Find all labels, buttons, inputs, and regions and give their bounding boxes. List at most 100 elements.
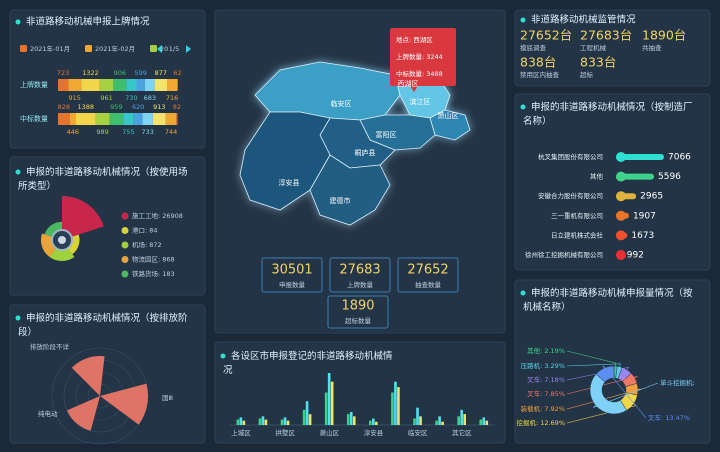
x-tick-label: 拱墅区 bbox=[275, 428, 295, 437]
page-next[interactable] bbox=[186, 45, 191, 53]
bar-segment bbox=[58, 113, 70, 125]
segment-label: 906 bbox=[114, 69, 126, 77]
panel-title: 非道路移动机械申报上牌情况 bbox=[26, 16, 150, 28]
page-prev[interactable] bbox=[157, 45, 162, 53]
title-dot bbox=[15, 19, 21, 25]
bar bbox=[375, 421, 378, 425]
polar-wedge bbox=[71, 355, 105, 396]
bar bbox=[460, 409, 463, 425]
polar-wedge bbox=[100, 383, 148, 425]
bar-segment bbox=[99, 79, 114, 91]
district-label: 淳安县 bbox=[279, 178, 300, 187]
segment-label: 959 bbox=[110, 103, 122, 111]
slice-label: 装载机: 7.92% bbox=[521, 404, 565, 413]
bar-segment bbox=[68, 79, 82, 91]
slice-label: 叉车: 7.85% bbox=[527, 389, 565, 398]
legend-label: 港口: 84 bbox=[132, 226, 158, 235]
bar-segment bbox=[152, 113, 166, 125]
bar-cap bbox=[616, 230, 626, 241]
bar-segment bbox=[144, 79, 155, 91]
bar-cap bbox=[616, 250, 626, 260]
bar bbox=[482, 417, 486, 425]
segment-label: 683 bbox=[144, 94, 156, 102]
legend-swatch bbox=[150, 45, 157, 52]
maker-chart: 杭叉集团股份有限公司 7066 其他 5596 安徽合力股份有限公司 2965 三一重机有限… bbox=[525, 152, 691, 261]
region[interactable] bbox=[309, 154, 391, 226]
bar-segment bbox=[69, 113, 76, 125]
x-tick-label: 临安区 bbox=[408, 428, 428, 437]
leader-line bbox=[593, 382, 659, 408]
bar-segment bbox=[176, 113, 178, 125]
value-label: 5596 bbox=[658, 172, 681, 182]
bar bbox=[302, 409, 306, 425]
polar-label: 排放阶段不详 bbox=[30, 342, 70, 351]
bar-segment bbox=[167, 79, 178, 91]
legend-dot bbox=[121, 241, 129, 249]
category-label: 三一重机有限公司 bbox=[551, 211, 603, 220]
category-label: 徐州徐工挖掘机械有限公司 bbox=[525, 250, 603, 259]
tooltip-pointer bbox=[410, 86, 418, 92]
segment-label: 446 bbox=[67, 128, 79, 136]
stat-boxes bbox=[261, 257, 459, 329]
bar bbox=[416, 407, 419, 425]
bar bbox=[308, 414, 312, 425]
monitor-value: 1890台 bbox=[642, 28, 686, 43]
panel-title: 申报的非道路移动机械申报量情况（按机械名称） bbox=[523, 287, 693, 313]
bar bbox=[330, 381, 334, 425]
panel bbox=[214, 341, 506, 444]
category-label: 其他 bbox=[590, 172, 604, 181]
monitor-label: 摸底调查 bbox=[520, 43, 547, 52]
value-label: 7066 bbox=[668, 153, 691, 163]
segment-label: 913 bbox=[153, 103, 165, 111]
slice-label: 叉车: 7.18% bbox=[527, 375, 565, 384]
bar-segment bbox=[133, 113, 143, 125]
segment-label: 716 bbox=[166, 94, 178, 102]
title-dot bbox=[520, 17, 526, 23]
segment-label: 730 bbox=[125, 94, 137, 102]
panel bbox=[9, 156, 206, 296]
title-dot bbox=[520, 290, 526, 296]
value-label: 1673 bbox=[631, 231, 654, 241]
segment-label: 877 bbox=[155, 69, 167, 77]
row-label: 上牌数量 bbox=[20, 80, 48, 89]
panel-title: 申报的非道路移动机械情况（按制造厂名称） bbox=[523, 101, 693, 127]
segment-label: 599 bbox=[135, 69, 147, 77]
district-label: 临安区 bbox=[331, 99, 352, 108]
value-label: 2965 bbox=[640, 192, 663, 202]
slice-label: 单斗挖掘机: bbox=[660, 378, 695, 387]
bar bbox=[346, 414, 350, 425]
district-label: 建德市 bbox=[330, 196, 351, 205]
bar bbox=[435, 420, 438, 425]
stat-label: 超标数量 bbox=[345, 316, 372, 325]
pager: 1/5 bbox=[169, 45, 179, 53]
polar-label: 国Ⅲ bbox=[162, 394, 173, 402]
bar bbox=[394, 381, 397, 425]
segment-label: 1322 bbox=[82, 69, 99, 77]
legend-swatch bbox=[20, 45, 27, 52]
value-label: 1907 bbox=[633, 211, 656, 221]
legend-dot bbox=[121, 227, 129, 234]
bar bbox=[457, 416, 460, 425]
bar bbox=[463, 414, 466, 425]
bar-cap bbox=[616, 171, 626, 182]
bar bbox=[372, 418, 375, 425]
pie-slice bbox=[49, 248, 75, 262]
segment-label: 744 bbox=[165, 128, 177, 136]
x-tick-label: 其它区 bbox=[452, 428, 472, 437]
monitor-label: 超标 bbox=[580, 70, 594, 79]
title-dot bbox=[520, 104, 526, 110]
bar bbox=[485, 420, 489, 425]
stat-value: 30501 bbox=[271, 263, 312, 278]
bar bbox=[391, 392, 394, 425]
title-dot bbox=[220, 353, 226, 359]
panel bbox=[514, 93, 711, 271]
category-label: 日立建机株式会社 bbox=[551, 230, 604, 239]
bar-segment bbox=[142, 113, 153, 125]
x-tick-label: 淳安县 bbox=[364, 428, 384, 437]
leader-line bbox=[602, 365, 647, 419]
segment-label: 620 bbox=[132, 103, 144, 111]
panel-title: 申报的非道路移动机械情况（按排放阶段） bbox=[18, 312, 188, 338]
bar bbox=[242, 420, 246, 425]
bar-cap bbox=[616, 210, 626, 221]
